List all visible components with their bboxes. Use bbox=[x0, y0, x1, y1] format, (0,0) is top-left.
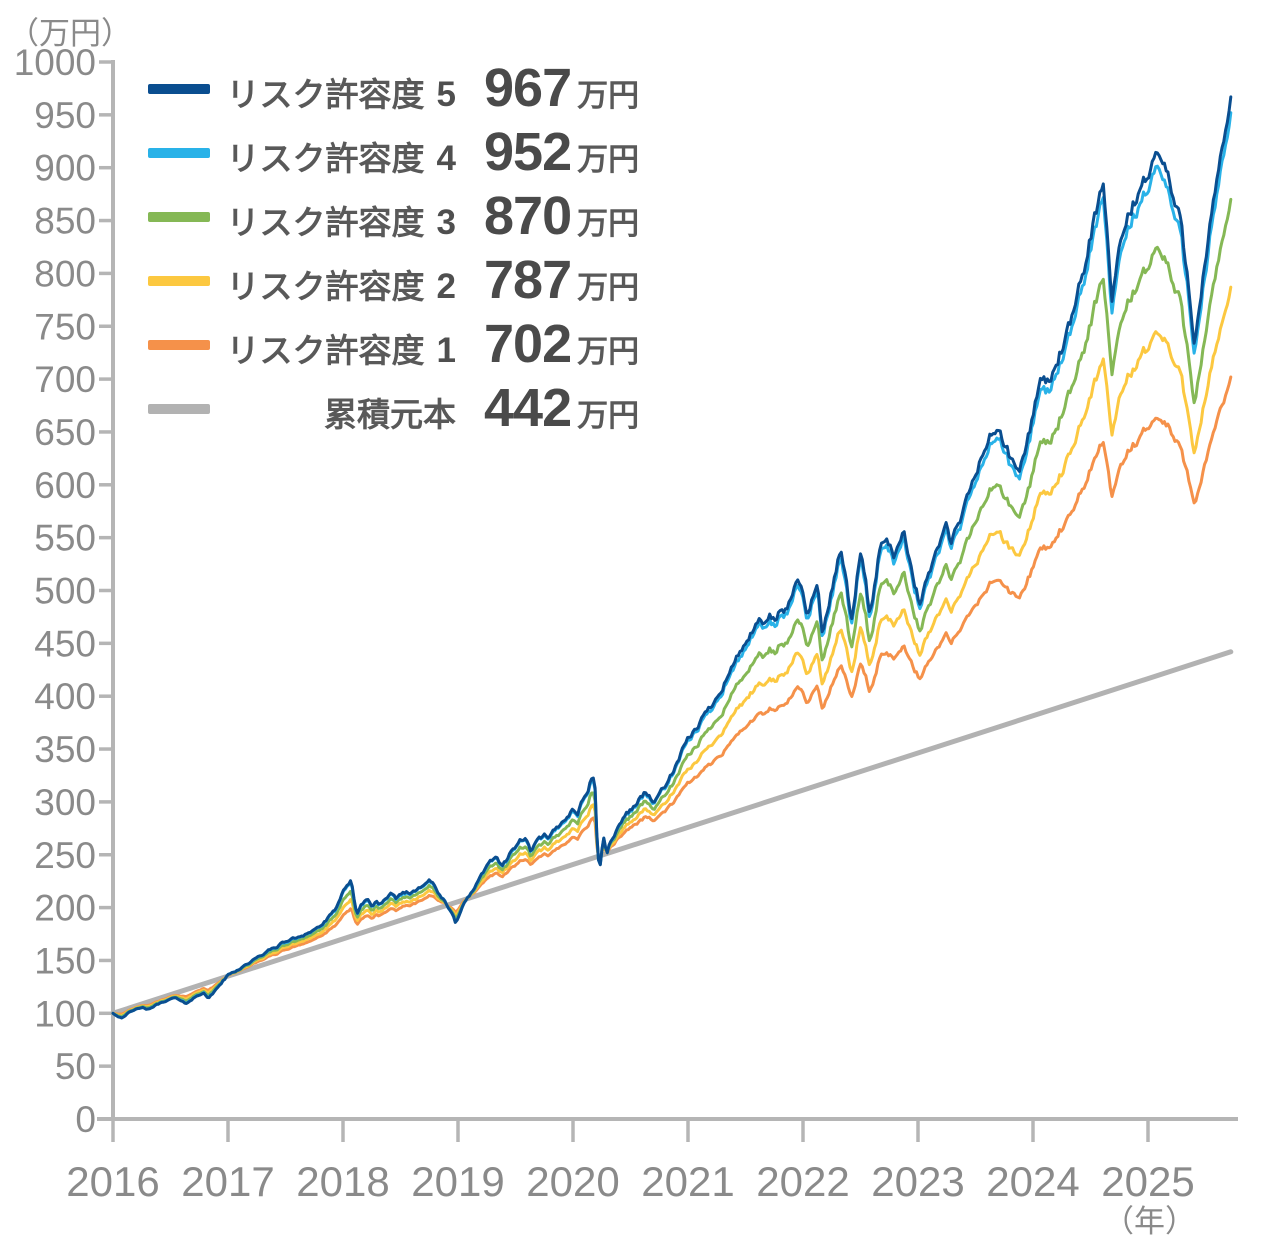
y-tick-label: 350 bbox=[34, 729, 96, 770]
y-tick-label: 300 bbox=[34, 782, 96, 823]
y-tick-label: 850 bbox=[34, 201, 96, 242]
x-tick-label: 2021 bbox=[641, 1158, 734, 1205]
y-tick-label: 700 bbox=[34, 359, 96, 400]
legend-value-risk-1: 702 bbox=[484, 314, 572, 374]
legend-value-principal: 442 bbox=[484, 378, 572, 438]
legend-swatch-principal bbox=[148, 404, 210, 414]
y-tick-label: 650 bbox=[34, 412, 96, 453]
y-tick-label: 450 bbox=[34, 623, 96, 664]
y-tick-label: 600 bbox=[34, 465, 96, 506]
legend-value-risk-3: 870 bbox=[484, 186, 572, 246]
y-tick-label: 900 bbox=[34, 148, 96, 189]
legend: リスク許容度 5 967 万円 リスク許容度 4 952 万円 リスク許容度 3 87… bbox=[148, 57, 639, 441]
legend-unit-risk-1: 万円 bbox=[577, 334, 640, 369]
legend-digit-risk-2: 2 bbox=[436, 267, 456, 306]
x-tick-label: 2017 bbox=[181, 1158, 274, 1205]
x-axis-unit-label: （年） bbox=[1103, 1204, 1196, 1239]
series-risk-1 bbox=[111, 375, 1233, 1016]
legend-swatch-risk-5 bbox=[148, 84, 210, 94]
legend-item-risk-5: リスク許容度 5 967 万円 bbox=[148, 57, 639, 121]
x-tick-label: 2019 bbox=[411, 1158, 504, 1205]
legend-value-risk-5: 967 bbox=[484, 58, 572, 118]
legend-unit-risk-2: 万円 bbox=[577, 270, 640, 305]
y-tick-label: 750 bbox=[34, 306, 96, 347]
y-tick-label: 400 bbox=[34, 676, 96, 717]
legend-label-risk-4: リスク許容度 bbox=[226, 140, 425, 177]
legend-label-risk-5: リスク許容度 bbox=[226, 76, 425, 113]
y-axis-unit-label: （万円） bbox=[8, 16, 132, 51]
series-principal bbox=[110, 649, 1234, 1016]
series-risk-5 bbox=[111, 95, 1233, 1020]
x-tick-label: 2022 bbox=[756, 1158, 849, 1205]
x-tick-label: 2023 bbox=[871, 1158, 964, 1205]
x-tick-label: 2024 bbox=[986, 1158, 1079, 1205]
x-tick-label: 2020 bbox=[526, 1158, 619, 1205]
x-tick-label: 2016 bbox=[66, 1158, 159, 1205]
legend-unit-principal: 万円 bbox=[577, 398, 640, 433]
legend-swatch-risk-4 bbox=[148, 148, 210, 158]
legend-swatch-risk-2 bbox=[148, 276, 210, 286]
y-tick-label: 1000 bbox=[14, 42, 96, 83]
legend-digit-risk-5: 5 bbox=[436, 75, 456, 114]
legend-unit-risk-3: 万円 bbox=[577, 206, 640, 241]
legend-label-risk-3: リスク許容度 bbox=[226, 204, 425, 241]
legend-item-risk-4: リスク許容度 4 952 万円 bbox=[148, 121, 639, 185]
legend-digit-risk-4: 4 bbox=[436, 139, 456, 178]
y-tick-label: 0 bbox=[75, 1099, 96, 1140]
legend-label-risk-1: リスク許容度 bbox=[226, 332, 425, 369]
y-tick-label: 550 bbox=[34, 518, 96, 559]
series-risk-2 bbox=[111, 285, 1233, 1017]
y-tick-label: 200 bbox=[34, 888, 96, 929]
legend-item-risk-3: リスク許容度 3 870 万円 bbox=[148, 185, 639, 249]
y-tick-label: 250 bbox=[34, 835, 96, 876]
series-risk-3 bbox=[111, 197, 1233, 1019]
legend-label-risk-2: リスク許容度 bbox=[226, 268, 425, 305]
y-tick-label: 150 bbox=[34, 940, 96, 981]
legend-digit-risk-3: 3 bbox=[436, 203, 456, 242]
y-tick-label: 800 bbox=[34, 253, 96, 294]
legend-item-principal: 累積元本 442 万円 bbox=[148, 377, 639, 441]
legend-value-risk-2: 787 bbox=[484, 250, 572, 310]
y-tick-label: 950 bbox=[34, 95, 96, 136]
legend-swatch-risk-1 bbox=[148, 340, 210, 350]
y-tick-label: 100 bbox=[34, 993, 96, 1034]
legend-unit-risk-5: 万円 bbox=[577, 78, 640, 113]
y-axis-ticks: 0 50 100 150 200 250 300 350 400 450 500 550 600 650 7… bbox=[14, 42, 113, 1140]
x-axis-ticks: 2016 2017 2018 2019 2020 2021 2022 2023 2024 2025 bbox=[66, 1119, 1195, 1205]
y-tick-label: 50 bbox=[55, 1046, 96, 1087]
legend-item-risk-2: リスク許容度 2 787 万円 bbox=[148, 249, 639, 313]
legend-value-risk-4: 952 bbox=[484, 122, 572, 182]
y-tick-label: 500 bbox=[34, 571, 96, 612]
legend-label-principal: 累積元本 bbox=[324, 396, 456, 433]
legend-swatch-risk-3 bbox=[148, 212, 210, 222]
legend-item-risk-1: リスク許容度 1 702 万円 bbox=[148, 313, 639, 377]
legend-digit-risk-1: 1 bbox=[436, 331, 456, 370]
legend-unit-risk-4: 万円 bbox=[577, 142, 640, 177]
x-tick-label: 2018 bbox=[296, 1158, 389, 1205]
x-tick-label: 2025 bbox=[1101, 1158, 1194, 1205]
